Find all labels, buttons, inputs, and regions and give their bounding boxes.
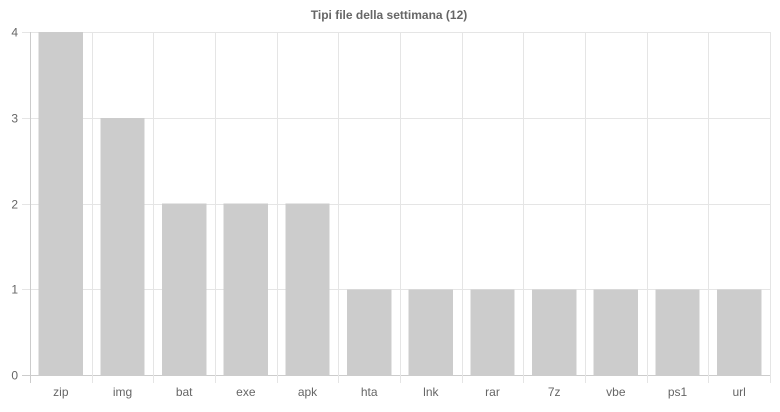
bar-ps1[interactable] [655, 289, 700, 375]
bar-rar[interactable] [470, 289, 515, 375]
bar-zip[interactable] [38, 32, 84, 375]
bar-vbe[interactable] [593, 289, 639, 375]
x-tick-label: vbe [606, 385, 626, 399]
bars [38, 32, 762, 376]
x-tick-label: rar [485, 385, 500, 399]
y-tick-label: 1 [11, 283, 18, 297]
y-tick-label: 0 [11, 369, 18, 383]
y-tick-label: 2 [11, 198, 18, 212]
x-tick-label: img [113, 385, 132, 399]
x-tick-label: url [732, 385, 745, 399]
x-tick-label: apk [298, 385, 318, 399]
tick-labels: 0 1 2 3 4 zip img bat exe apk hta lnk rar 7z vbe ps1 url [11, 26, 746, 400]
x-tick-label: hta [361, 385, 378, 399]
x-tick-label: bat [176, 385, 193, 399]
bar-apk[interactable] [285, 203, 330, 376]
x-tick-label: exe [236, 385, 256, 399]
x-tick-label: 7z [548, 385, 561, 399]
bar-7z[interactable] [531, 289, 577, 375]
bar-url[interactable] [716, 289, 762, 375]
bar-bat[interactable] [161, 203, 207, 376]
bar-lnk[interactable] [408, 289, 454, 375]
bar-exe[interactable] [223, 203, 269, 376]
bar-hta[interactable] [346, 289, 392, 375]
x-tick-label: zip [53, 385, 69, 399]
bar-img[interactable] [100, 117, 145, 375]
y-tick-label: 4 [11, 26, 18, 40]
chart-title: Tipi file della settimana (12) [311, 8, 468, 22]
y-tick-label: 3 [11, 112, 18, 126]
gridlines [22, 32, 771, 383]
x-tick-label: ps1 [668, 385, 688, 399]
x-tick-label: lnk [423, 385, 439, 399]
